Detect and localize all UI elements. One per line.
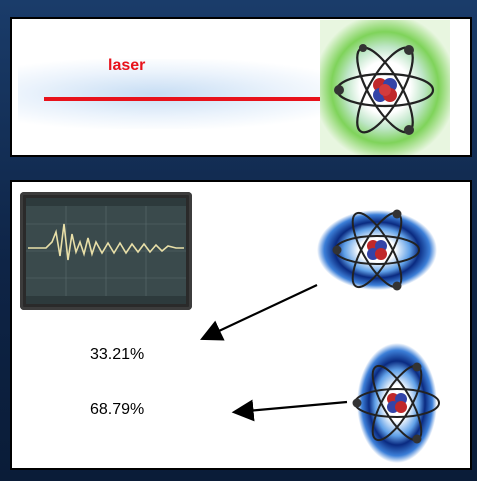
oscilloscope-screen [26, 198, 186, 304]
atom-horizontal-orbital-icon [317, 195, 437, 305]
oscilloscope-image [20, 192, 192, 310]
percentage-first: 33.21% [90, 346, 145, 363]
measurement-panel: 33.21% 68.79% [10, 180, 472, 470]
excited-atom-icon [320, 20, 450, 155]
atom-vertical-orbital-icon [342, 342, 452, 464]
arrow-to-second-percentage [231, 399, 348, 422]
percentage-second: 68.79% [90, 401, 145, 418]
laser-arrow [44, 84, 362, 114]
waveform-icon [26, 198, 186, 304]
laser-beam-glow [18, 59, 358, 129]
laser-excitation-panel: laser [10, 17, 472, 157]
arrow-to-first-percentage [200, 284, 318, 341]
laser-label: laser [108, 57, 146, 74]
